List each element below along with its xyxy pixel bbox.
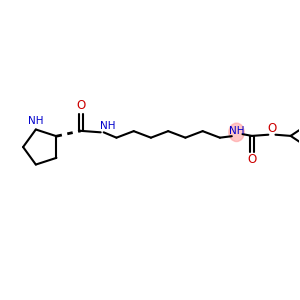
- Text: NH: NH: [229, 126, 244, 136]
- Text: O: O: [76, 99, 86, 112]
- Text: NH: NH: [100, 121, 115, 131]
- Text: NH: NH: [28, 116, 44, 126]
- Text: O: O: [267, 122, 277, 135]
- Ellipse shape: [229, 123, 244, 142]
- Text: O: O: [248, 153, 256, 166]
